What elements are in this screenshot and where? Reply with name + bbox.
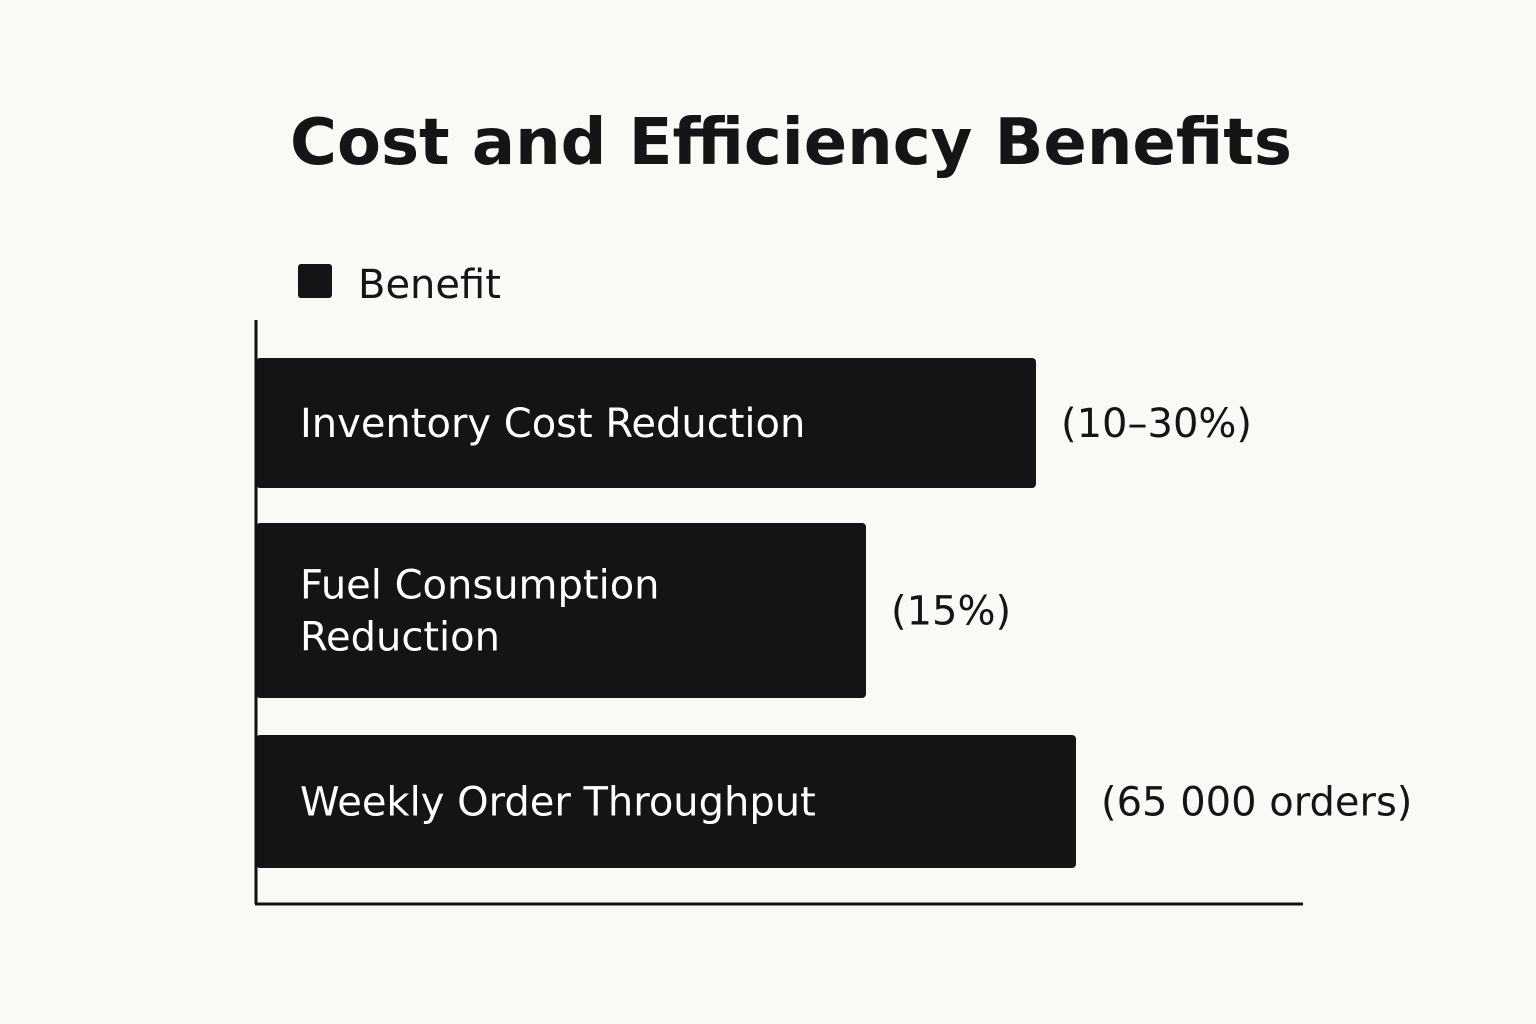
legend: Benefit	[298, 262, 501, 308]
bars: Inventory Cost Reduction (10–30%) Fuel Con…	[256, 358, 1412, 868]
bar-2	[256, 735, 1076, 868]
bar-label-2: Weekly Order Throughput	[300, 780, 816, 826]
legend-swatch	[298, 264, 332, 298]
value-label-0: (10–30%)	[1061, 401, 1252, 447]
bar-1	[256, 523, 866, 698]
legend-label: Benefit	[358, 262, 501, 308]
bar-label-0: Inventory Cost Reduction	[300, 401, 805, 447]
bar-0	[256, 358, 1036, 488]
value-label-1: (15%)	[891, 589, 1011, 635]
value-label-2: (65 000 orders)	[1101, 780, 1412, 826]
chart-title: Cost and Efficiency Benefits	[290, 106, 1292, 180]
bar-label-1: Fuel Consumption Reduction	[300, 563, 660, 661]
